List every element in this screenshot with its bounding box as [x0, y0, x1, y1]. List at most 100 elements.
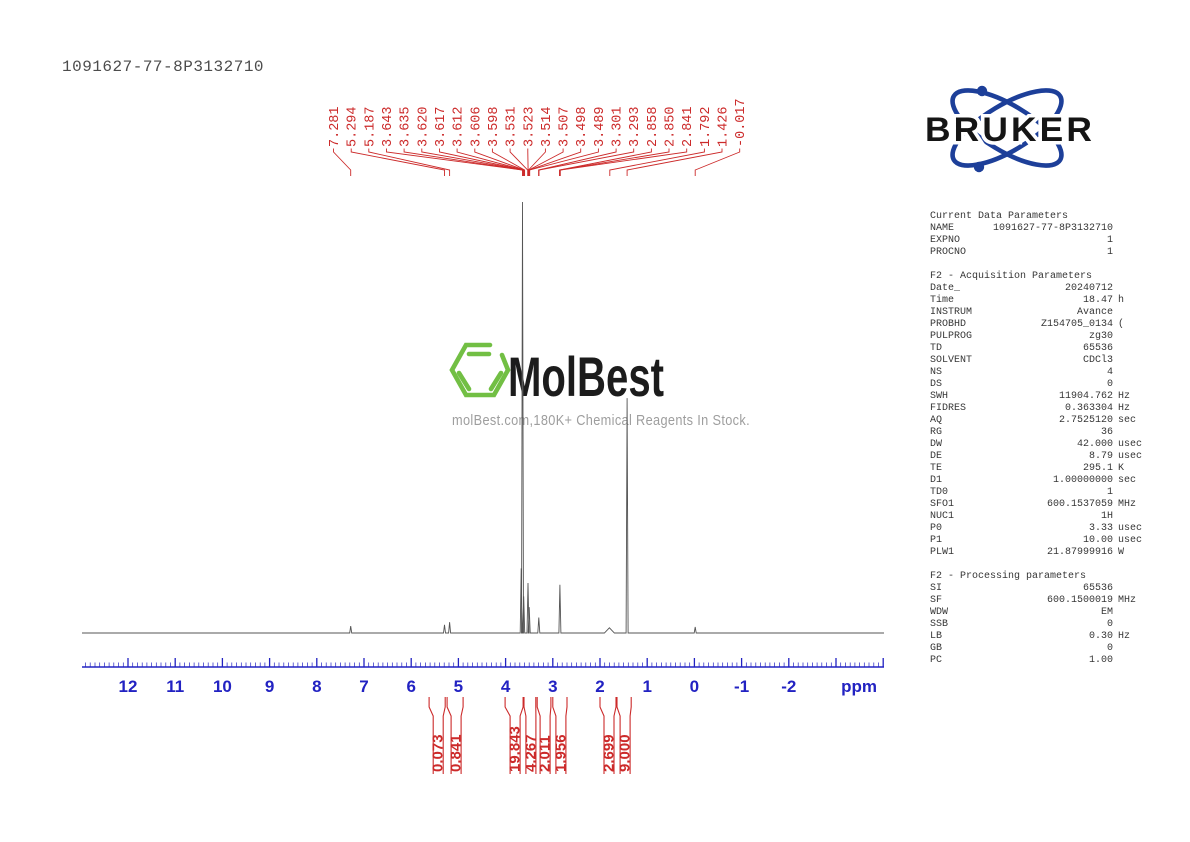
peak-connector	[559, 148, 688, 176]
x-axis-tick-label: 0	[690, 677, 699, 696]
integral-bracket	[442, 697, 446, 774]
param-row: SF 600.1500019 MHz	[930, 595, 1137, 606]
peak-label: 3.507	[558, 106, 573, 147]
integral-value: 4.267	[522, 734, 539, 772]
integral-bracket	[519, 697, 524, 774]
param-row: INSTRUM Avance	[930, 307, 1113, 318]
peak-connector	[626, 148, 723, 176]
peak-label: 3.301	[611, 106, 626, 147]
integral-value: 0.073	[430, 734, 447, 772]
integral-value: 2.011	[537, 735, 554, 772]
integral-bracket	[629, 697, 632, 774]
integral-bracket	[552, 697, 557, 774]
peak-label: 2.858	[646, 106, 661, 147]
integral-value: 1.956	[552, 734, 569, 772]
param-section-heading: F2 - Acquisition Parameters	[930, 271, 1093, 282]
bruker-electron-dot-icon	[973, 161, 985, 173]
integral-value: 19.843	[507, 726, 524, 772]
peak-label: 3.514	[540, 106, 555, 147]
integral-value: 2.699	[601, 734, 618, 772]
param-row: SOLVENT CDCl3	[930, 355, 1113, 366]
peak-label: 3.598	[487, 106, 502, 147]
peak-connector	[529, 148, 599, 176]
integral-bracket	[446, 697, 452, 774]
param-row: PULPROG zg30	[930, 331, 1113, 342]
molbest-tagline-text: molBest.com,180K+ Chemical Reagents In S…	[452, 412, 750, 429]
peak-label: 5.187	[363, 106, 378, 147]
x-axis-tick-label: 6	[406, 677, 415, 696]
x-axis-tick-label: 1	[642, 677, 651, 696]
integral-bracket	[428, 697, 434, 774]
peak-connector	[333, 148, 352, 176]
x-axis-tick-label: 3	[548, 677, 557, 696]
peak-label: 3.635	[399, 106, 414, 147]
param-row: RG 36	[930, 427, 1113, 438]
integral-bracket	[616, 697, 621, 774]
param-row: PLW1 21.87999916 W	[930, 547, 1125, 558]
x-axis-tick-label: 12	[119, 677, 138, 696]
integral-bracket	[565, 697, 568, 774]
param-row: TD0 1	[930, 487, 1113, 498]
param-row: PC 1.00	[930, 655, 1113, 666]
peak-label: 7.281	[328, 106, 343, 147]
integral-bracket	[523, 697, 527, 774]
param-row: TE 295.1 K	[930, 463, 1125, 474]
integral-bracket	[460, 697, 464, 774]
x-axis-tick-label: -1	[734, 677, 749, 696]
x-axis-group: 12 11 10 9 8 7 6 5 4 3 2 1 0 -1 -2 ppm	[82, 658, 884, 696]
param-row: AQ 2.7525120 sec	[930, 415, 1137, 426]
peak-label: 5.294	[346, 106, 361, 147]
x-axis-tick-label: 7	[359, 677, 368, 696]
param-row: NS 4	[930, 367, 1113, 378]
param-row: FIDRES 0.363304 Hz	[930, 403, 1131, 414]
spectrum-trace	[82, 201, 884, 634]
bruker-orbit-icon	[950, 88, 1064, 168]
x-axis-tick-label: 2	[595, 677, 604, 696]
integral-bracket	[504, 697, 511, 774]
bruker-wordmark: BRUKER	[925, 111, 1095, 149]
param-row: Date_ 20240712	[930, 283, 1113, 294]
peak-label: 2.850	[664, 106, 679, 147]
param-row: WDW EM	[930, 607, 1113, 618]
param-row: PROBHD Z154705_0134(	[930, 319, 1125, 330]
bruker-orbit-icon	[950, 88, 1064, 168]
param-row: GB 0	[930, 643, 1113, 654]
param-row: SFO1 600.1537059 MHz	[930, 499, 1137, 510]
molbest-hexagon-icon	[449, 342, 511, 398]
param-row: EXPNO 1	[930, 235, 1113, 246]
x-axis-minor-ticks	[85, 662, 879, 667]
param-section: F2 - Processing parameters SI 65536 SF 600.1…	[930, 571, 1152, 667]
param-row: DW 42.000 usec	[930, 439, 1143, 450]
peak-label: 3.293	[628, 106, 643, 147]
param-section: Current Data Parameters NAME 1091627-77-8P…	[930, 211, 1152, 259]
peak-connector	[509, 148, 529, 176]
param-row: SI 65536	[930, 583, 1113, 594]
param-row: Time 18.47 h	[930, 295, 1125, 306]
peak-connector	[694, 148, 741, 176]
peak-connector	[368, 148, 451, 176]
peak-labels-group: 7.281 5.294 5.187 3.643 3.635 3.620 3.617 3.612…	[328, 98, 749, 176]
peak-connector	[491, 148, 526, 176]
peak-connector	[403, 148, 524, 176]
x-axis-tick-label: -2	[781, 677, 796, 696]
bruker-electron-dot-icon	[976, 85, 988, 97]
x-axis-tick-label: 5	[454, 677, 463, 696]
integral-bracket	[536, 697, 541, 774]
molbest-brand-text: MolBest	[508, 345, 664, 408]
x-axis-tick-label: 9	[265, 677, 274, 696]
x-axis-unit-label: ppm	[841, 677, 877, 696]
spectrum-trace-group	[82, 201, 884, 634]
sample-id: 1091627-77-8P3132710	[62, 58, 265, 76]
peak-label: 3.620	[416, 106, 431, 147]
param-section-heading: Current Data Parameters	[930, 211, 1069, 222]
param-row: TD 65536	[930, 343, 1113, 354]
integral-bracket	[599, 697, 605, 774]
param-row: PROCNO 1	[930, 247, 1113, 258]
x-axis-tick-label: 8	[312, 677, 321, 696]
param-row: DE 8.79 usec	[930, 451, 1143, 462]
peak-connector	[609, 148, 705, 176]
peak-label: 3.523	[522, 106, 537, 147]
param-row: P1 10.00 usec	[930, 535, 1143, 546]
bruker-logo: BRUKER	[922, 85, 1096, 173]
